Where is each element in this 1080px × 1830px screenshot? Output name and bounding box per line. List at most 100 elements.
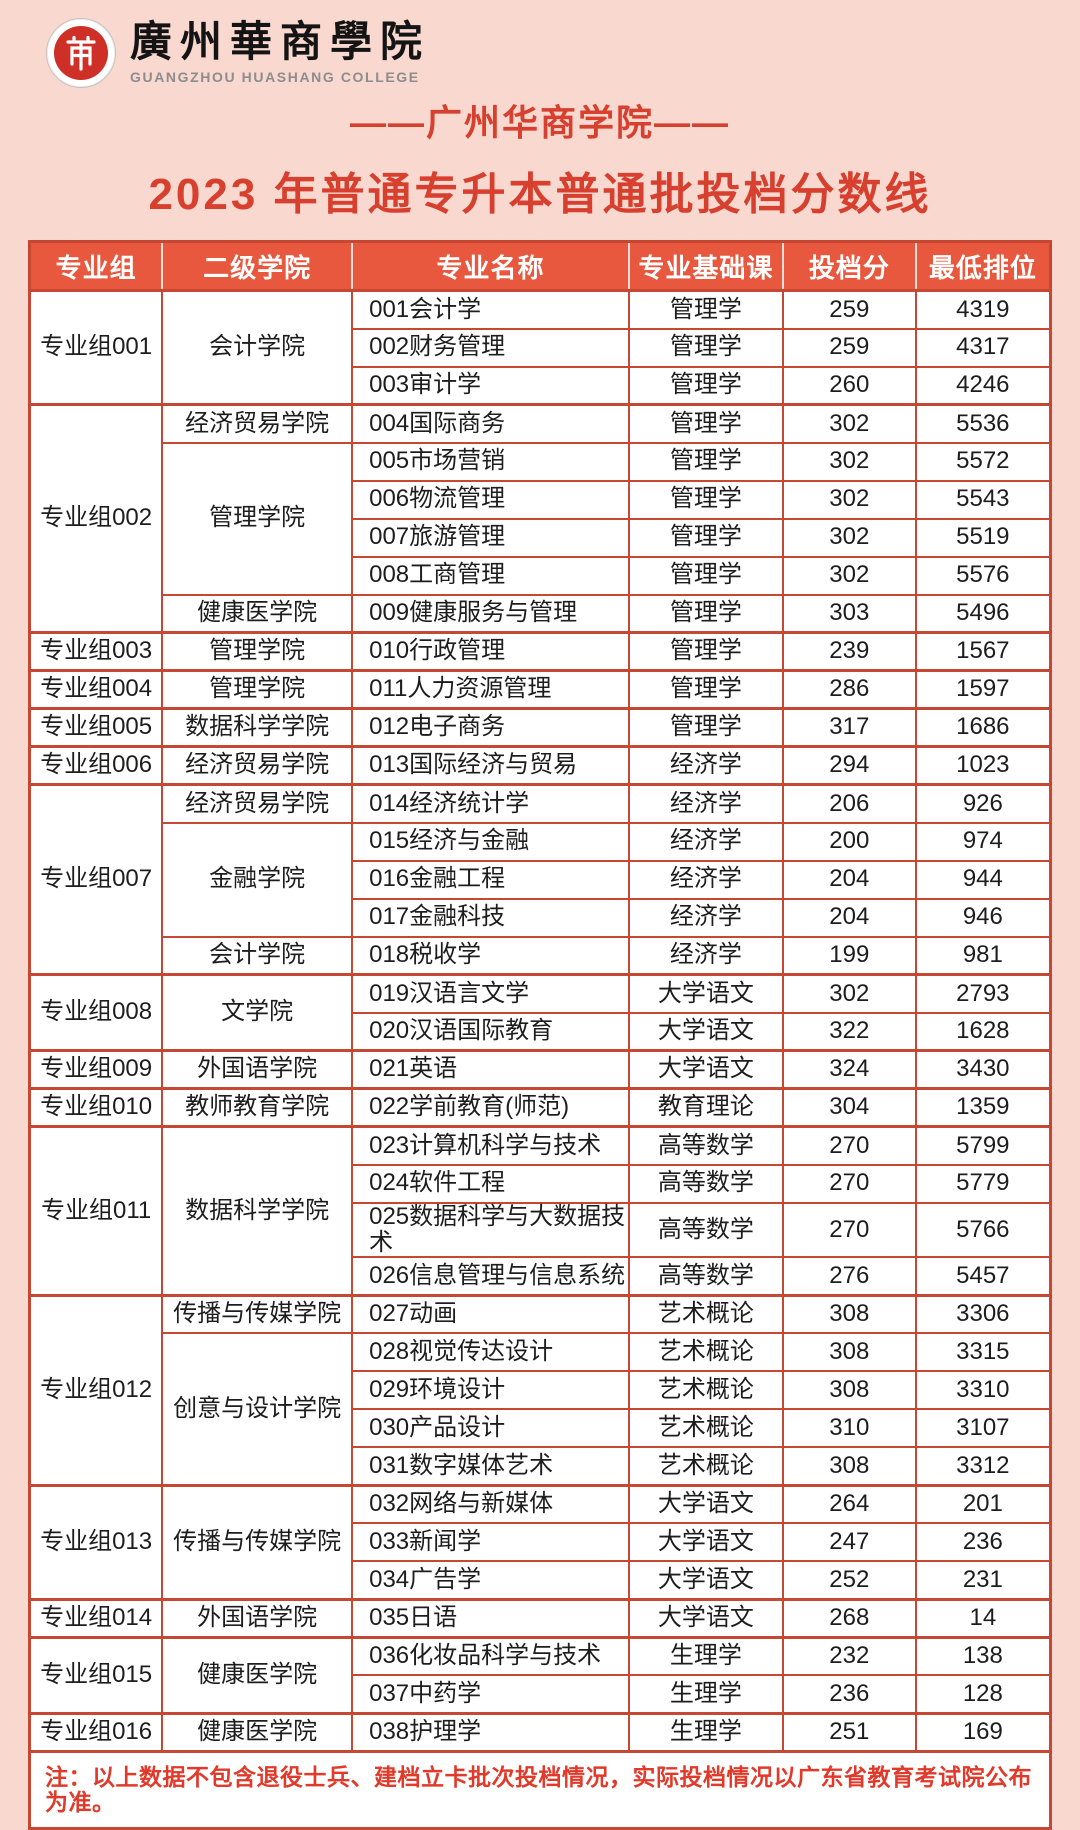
course-cell: 艺术概论 (627, 1293, 784, 1335)
score-cell: 200 (781, 821, 917, 862)
score-cell: 264 (781, 1483, 917, 1525)
course-cell: 生理学 (627, 1635, 784, 1677)
table-row: 专业组002 经济贸易学院 004国际商务 管理学 302 5536 (28, 403, 1052, 634)
table-row: 020汉语国际教育 大学语文 322 1628 (30, 1011, 1052, 1052)
course-cell: 艺术概论 (627, 1332, 784, 1373)
score-cell: 259 (781, 327, 917, 368)
rank-cell: 201 (914, 1483, 1052, 1525)
header-major-group: 专业组 (29, 241, 163, 292)
rank-cell: 946 (914, 897, 1052, 938)
course-cell: 大学语文 (627, 973, 784, 1014)
rank-cell: 926 (914, 783, 1052, 824)
score-cell: 270 (781, 1163, 917, 1204)
college-name-en: GUANGZHOU HUASHANG COLLEGE (130, 68, 420, 85)
rank-cell: 5572 (914, 441, 1052, 482)
table-row: 026信息管理与信息系统 高等数学 276 5457 (30, 1256, 1052, 1297)
score-cell: 308 (781, 1370, 917, 1411)
course-cell: 管理学 (627, 669, 784, 710)
rank-cell: 3315 (914, 1332, 1052, 1373)
college-cell: 会计学院 (161, 289, 354, 406)
major-name-cell: 036化妆品科学与技术 (351, 1635, 630, 1677)
course-cell: 管理学 (627, 555, 784, 596)
major-name-cell: 026信息管理与信息系统 (351, 1256, 630, 1297)
course-cell: 管理学 (627, 593, 784, 634)
header-major-name: 专业名称 (351, 241, 629, 292)
score-cell: 310 (781, 1408, 917, 1449)
score-cell: 302 (781, 479, 917, 520)
course-cell: 经济学 (627, 935, 784, 976)
rank-cell: 138 (914, 1635, 1052, 1677)
score-cell: 206 (781, 783, 917, 824)
score-cell: 259 (781, 289, 917, 330)
table-row: 专业组003 管理学院 010行政管理 管理学 239 1567 (28, 631, 1052, 672)
college-cell: 数据科学学院 (161, 707, 354, 748)
rank-cell: 169 (914, 1711, 1052, 1753)
rank-cell: 5536 (914, 403, 1052, 444)
table-row: 专业组005 数据科学学院 012电子商务 管理学 317 1686 (28, 707, 1052, 748)
rank-cell: 2793 (914, 973, 1052, 1014)
group-cell: 专业组002 (28, 403, 164, 634)
rank-cell: 3306 (914, 1293, 1052, 1335)
college-name-zh: 廣州華商學院 (130, 20, 431, 67)
table-row: 专业组006 经济贸易学院 013国际经济与贸易 经济学 294 1023 (28, 745, 1052, 786)
table-row: 017金融科技 经济学 204 946 (30, 897, 1052, 938)
course-cell: 经济学 (627, 783, 784, 824)
table-row: 033新闻学 大学语文 247 236 (30, 1522, 1052, 1563)
major-name-cell: 017金融科技 (351, 897, 630, 938)
major-name-cell: 027动画 (351, 1293, 630, 1335)
rank-cell: 5496 (914, 593, 1052, 634)
major-name-cell: 028视觉传达设计 (351, 1332, 630, 1373)
score-cell: 247 (781, 1522, 917, 1563)
rank-cell: 1686 (914, 707, 1052, 748)
score-cell: 308 (781, 1446, 917, 1487)
college-cell: 经济贸易学院 (161, 403, 354, 444)
college-cell: 管理学院 (161, 441, 354, 596)
score-cell: 270 (781, 1125, 917, 1166)
major-name-cell: 006物流管理 (351, 479, 630, 520)
table-row: 专业组007 经济贸易学院 014经济统计学 经济学 206 926 (28, 783, 1052, 976)
major-name-cell: 029环境设计 (351, 1370, 630, 1411)
table-row: 025数据科学与大数据技术 高等数学 270 5766 (30, 1201, 1052, 1259)
college-cell: 健康医学院 (161, 1711, 354, 1753)
major-name-cell: 020汉语国际教育 (351, 1011, 630, 1052)
rank-cell: 1628 (914, 1011, 1052, 1052)
group-cell: 专业组004 (28, 669, 164, 710)
table-row: 030产品设计 艺术概论 310 3107 (30, 1408, 1052, 1449)
major-name-cell: 021英语 (351, 1049, 630, 1090)
score-cell: 286 (781, 669, 917, 710)
score-cell: 302 (781, 441, 917, 482)
course-cell: 艺术概论 (627, 1408, 784, 1449)
course-cell: 管理学 (627, 403, 784, 444)
rank-cell: 3430 (914, 1049, 1052, 1090)
header-basic-course: 专业基础课 (627, 241, 783, 292)
score-cell: 302 (781, 973, 917, 1014)
rank-cell: 3312 (914, 1446, 1052, 1487)
course-cell: 教育理论 (627, 1087, 784, 1128)
table-row: 专业组012 传播与传媒学院 027动画 艺术概论 308 3306 (28, 1293, 1052, 1487)
group-cell: 专业组012 (28, 1293, 164, 1487)
group-cell: 专业组003 (28, 631, 164, 672)
rank-cell: 5519 (914, 517, 1052, 558)
group-cell: 专业组005 (28, 707, 164, 748)
course-cell: 高等数学 (627, 1163, 784, 1204)
table-row: 健康医学院 009健康服务与管理 管理学 303 5496 (30, 593, 1052, 634)
group-cell: 专业组009 (28, 1049, 164, 1090)
major-name-cell: 003审计学 (351, 365, 630, 406)
group-cell: 专业组014 (28, 1597, 164, 1639)
course-cell: 艺术概论 (627, 1446, 784, 1487)
table-row: 029环境设计 艺术概论 308 3310 (30, 1370, 1052, 1411)
rank-cell: 944 (914, 859, 1052, 900)
course-cell: 高等数学 (627, 1125, 784, 1166)
score-cell: 302 (781, 555, 917, 596)
score-cell: 276 (781, 1256, 917, 1297)
table-row: 专业组004 管理学院 011人力资源管理 管理学 286 1597 (28, 669, 1052, 710)
score-table-container: 专业组 二级学院 专业名称 专业基础课 投档分 最低排位 专业组001 会计学院 0… (28, 240, 1052, 1830)
group-cell: 专业组007 (28, 783, 164, 976)
rank-cell: 981 (914, 935, 1052, 976)
major-name-cell: 033新闻学 (351, 1522, 630, 1563)
course-cell: 大学语文 (627, 1560, 784, 1601)
major-name-cell: 038护理学 (351, 1711, 630, 1753)
major-name-cell: 022学前教育(师范) (351, 1087, 630, 1128)
rank-cell: 5766 (914, 1201, 1052, 1259)
table-row: 034广告学 大学语文 252 231 (30, 1560, 1052, 1601)
